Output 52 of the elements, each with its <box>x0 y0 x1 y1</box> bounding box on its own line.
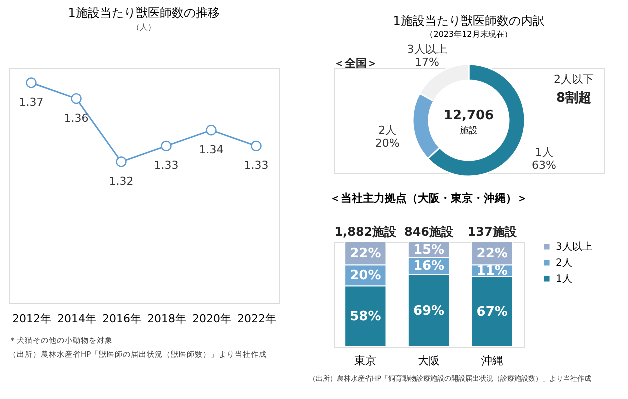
x-tick-label: 東京 <box>354 354 377 368</box>
data-label: 63% <box>532 159 556 172</box>
data-label: 1.33 <box>154 159 179 172</box>
text: 846施設 <box>404 225 455 239</box>
x-tick-label: 2022年 <box>238 312 276 326</box>
data-label: 67% <box>476 304 508 320</box>
data-label: 1.36 <box>64 112 89 125</box>
x-tick-label: 沖縄 <box>481 354 504 368</box>
data-label: 69% <box>413 304 445 319</box>
data-label: 16% <box>413 259 445 274</box>
x-tick-label: 2018年 <box>148 312 186 326</box>
x-tick-label: 2014年 <box>58 312 96 326</box>
text: 8割超 <box>556 90 592 106</box>
chart-subtitle: （2023年12月末現在） <box>426 30 512 39</box>
chart-title: 1施設当たり獣医師数の推移 <box>68 6 220 20</box>
point <box>116 156 127 168</box>
text: 施設 <box>460 126 478 136</box>
chart-title: ＜当社主力拠点（大阪・東京・沖縄）＞ <box>330 192 528 205</box>
y-axis-title: （人） <box>132 23 156 32</box>
legend-label: 3人以上 <box>556 241 592 253</box>
point <box>251 140 262 152</box>
slice-label: 3人以上 <box>407 42 448 56</box>
x-tick-label: 2016年 <box>102 312 142 326</box>
legend-label: 1人 <box>556 274 572 285</box>
data-label: 20% <box>350 268 382 284</box>
data-label: 22% <box>350 246 382 262</box>
point <box>71 93 82 104</box>
x-tick-label: 2012年 <box>12 312 52 326</box>
text: 1,882施設 <box>334 225 398 239</box>
slice-label: 2人 <box>378 124 397 137</box>
data-label: 1.32 <box>109 175 134 188</box>
data-label: 1.37 <box>19 96 44 109</box>
point <box>206 125 217 136</box>
text: 137施設 <box>468 225 518 239</box>
slice-label: 1人 <box>535 146 554 160</box>
text: 2人以下 <box>554 73 594 86</box>
point <box>161 140 172 152</box>
data-label: 17% <box>415 56 440 69</box>
point <box>26 78 37 88</box>
x-tick-label: 大阪 <box>418 354 440 368</box>
data-label: 1.33 <box>244 159 269 172</box>
data-label: 11% <box>476 264 508 279</box>
data-label: 1.34 <box>199 143 224 156</box>
text: ＜全国＞ <box>334 57 378 70</box>
data-label: 58% <box>350 310 382 325</box>
data-label: 22% <box>476 246 508 262</box>
data-label: 20% <box>375 136 400 150</box>
chart-title: 1施設当たり獣医師数の内訳 <box>393 14 545 28</box>
text: 12,706 <box>444 108 494 124</box>
data-label: 15% <box>413 242 445 258</box>
x-tick-label: 2020年 <box>192 312 232 326</box>
legend-label: 2人 <box>556 258 572 269</box>
